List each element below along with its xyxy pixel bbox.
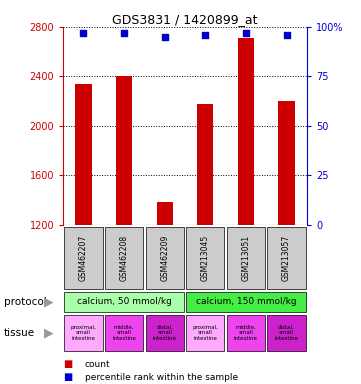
FancyBboxPatch shape	[64, 315, 103, 351]
Text: proximal,
small
intestine: proximal, small intestine	[192, 324, 218, 341]
Text: proximal,
small
intestine: proximal, small intestine	[70, 324, 96, 341]
Point	[243, 30, 249, 36]
Text: GSM462208: GSM462208	[119, 235, 129, 281]
Text: GSM213057: GSM213057	[282, 235, 291, 281]
Text: middle,
small
intestine: middle, small intestine	[112, 324, 136, 341]
Text: ▶: ▶	[44, 295, 53, 308]
Point	[162, 34, 168, 40]
Text: GSM462209: GSM462209	[160, 235, 169, 281]
Text: middle,
small
intestine: middle, small intestine	[234, 324, 258, 341]
FancyBboxPatch shape	[186, 227, 225, 289]
Bar	[116, 76, 132, 225]
Point	[121, 30, 127, 36]
FancyBboxPatch shape	[268, 315, 306, 351]
FancyBboxPatch shape	[268, 227, 306, 289]
FancyBboxPatch shape	[145, 227, 184, 289]
FancyBboxPatch shape	[227, 227, 265, 289]
Bar	[197, 104, 213, 225]
Bar	[278, 101, 295, 225]
Text: calcium, 150 mmol/kg: calcium, 150 mmol/kg	[196, 297, 296, 306]
Text: calcium, 50 mmol/kg: calcium, 50 mmol/kg	[77, 297, 171, 306]
FancyBboxPatch shape	[105, 315, 143, 351]
Text: GSM462207: GSM462207	[79, 235, 88, 281]
Bar	[238, 38, 254, 225]
Text: ▶: ▶	[44, 326, 53, 339]
Text: GSM213051: GSM213051	[242, 235, 251, 281]
Point	[284, 32, 290, 38]
Text: distal,
small
intestine: distal, small intestine	[275, 324, 299, 341]
Text: distal,
small
intestine: distal, small intestine	[153, 324, 177, 341]
Text: tissue: tissue	[4, 328, 35, 338]
FancyBboxPatch shape	[186, 315, 225, 351]
Text: percentile rank within the sample: percentile rank within the sample	[85, 372, 238, 382]
FancyBboxPatch shape	[227, 315, 265, 351]
Point	[203, 32, 208, 38]
FancyBboxPatch shape	[64, 292, 184, 312]
Text: GSM213045: GSM213045	[201, 235, 210, 281]
Bar	[75, 84, 92, 225]
FancyBboxPatch shape	[186, 292, 306, 312]
Text: count: count	[85, 359, 110, 369]
Bar	[157, 202, 173, 225]
FancyBboxPatch shape	[64, 227, 103, 289]
Text: ■: ■	[63, 359, 73, 369]
Text: protocol: protocol	[4, 297, 46, 307]
Title: GDS3831 / 1420899_at: GDS3831 / 1420899_at	[112, 13, 258, 26]
FancyBboxPatch shape	[105, 227, 143, 289]
FancyBboxPatch shape	[145, 315, 184, 351]
Point	[81, 30, 86, 36]
Text: ■: ■	[63, 372, 73, 382]
